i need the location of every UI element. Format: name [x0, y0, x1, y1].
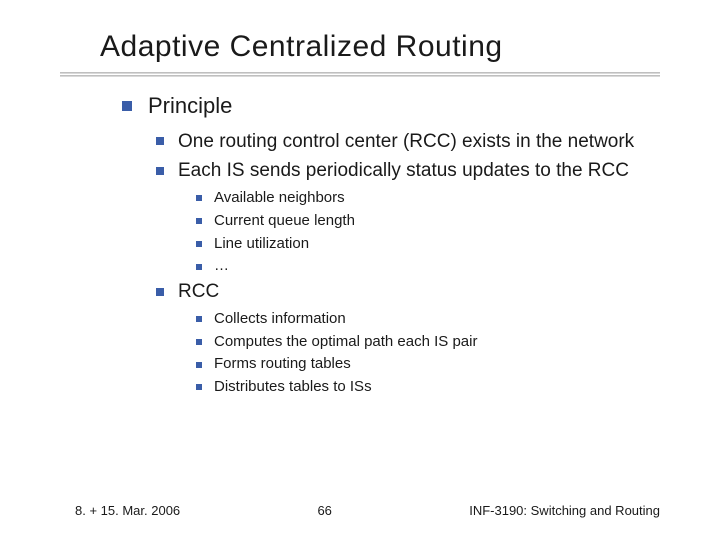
- bullet-text: Each IS sends periodically status update…: [178, 159, 692, 183]
- square-bullet-icon: [196, 384, 202, 390]
- bullet-l3: Forms routing tables: [196, 355, 692, 374]
- footer-course: INF-3190: Switching and Routing: [469, 503, 660, 518]
- square-bullet-icon: [196, 339, 202, 345]
- bullet-text: Computes the optimal path each IS pair: [214, 333, 692, 352]
- square-bullet-icon: [196, 264, 202, 270]
- bullet-l3: Distributes tables to ISs: [196, 378, 692, 397]
- bullet-text: One routing control center (RCC) exists …: [178, 130, 692, 154]
- title-underline: [60, 72, 660, 78]
- bullet-l3: …: [196, 257, 692, 276]
- square-bullet-icon: [196, 218, 202, 224]
- square-bullet-icon: [156, 137, 164, 145]
- footer-page-number: 66: [317, 503, 331, 518]
- slide-title: Adaptive Centralized Routing: [100, 30, 503, 64]
- square-bullet-icon: [196, 316, 202, 322]
- bullet-l3: Computes the optimal path each IS pair: [196, 333, 692, 352]
- bullet-l3: Line utilization: [196, 235, 692, 254]
- bullet-l3: Current queue length: [196, 212, 692, 231]
- bullet-l2: RCC: [156, 280, 692, 304]
- bullet-text: Current queue length: [214, 212, 692, 231]
- bullet-text: Available neighbors: [214, 189, 692, 208]
- footer-date: 8. + 15. Mar. 2006: [75, 503, 180, 518]
- bullet-text: …: [214, 257, 692, 276]
- bullet-l2: One routing control center (RCC) exists …: [156, 130, 692, 154]
- square-bullet-icon: [156, 167, 164, 175]
- square-bullet-icon: [196, 195, 202, 201]
- slide: Adaptive Centralized Routing Principle O…: [0, 0, 720, 540]
- bullet-l1: Principle: [122, 92, 692, 120]
- square-bullet-icon: [196, 362, 202, 368]
- square-bullet-icon: [156, 288, 164, 296]
- square-bullet-icon: [122, 101, 132, 111]
- bullet-text: Principle: [148, 92, 692, 120]
- bullet-l2: Each IS sends periodically status update…: [156, 159, 692, 183]
- slide-footer: 8. + 15. Mar. 2006 66 INF-3190: Switchin…: [75, 503, 660, 518]
- bullet-text: Line utilization: [214, 235, 692, 254]
- bullet-text: Distributes tables to ISs: [214, 378, 692, 397]
- slide-content: Principle One routing control center (RC…: [122, 92, 692, 401]
- bullet-l3: Collects information: [196, 310, 692, 329]
- bullet-text: Forms routing tables: [214, 355, 692, 374]
- bullet-l3: Available neighbors: [196, 189, 692, 208]
- bullet-text: Collects information: [214, 310, 692, 329]
- square-bullet-icon: [196, 241, 202, 247]
- bullet-text: RCC: [178, 280, 692, 304]
